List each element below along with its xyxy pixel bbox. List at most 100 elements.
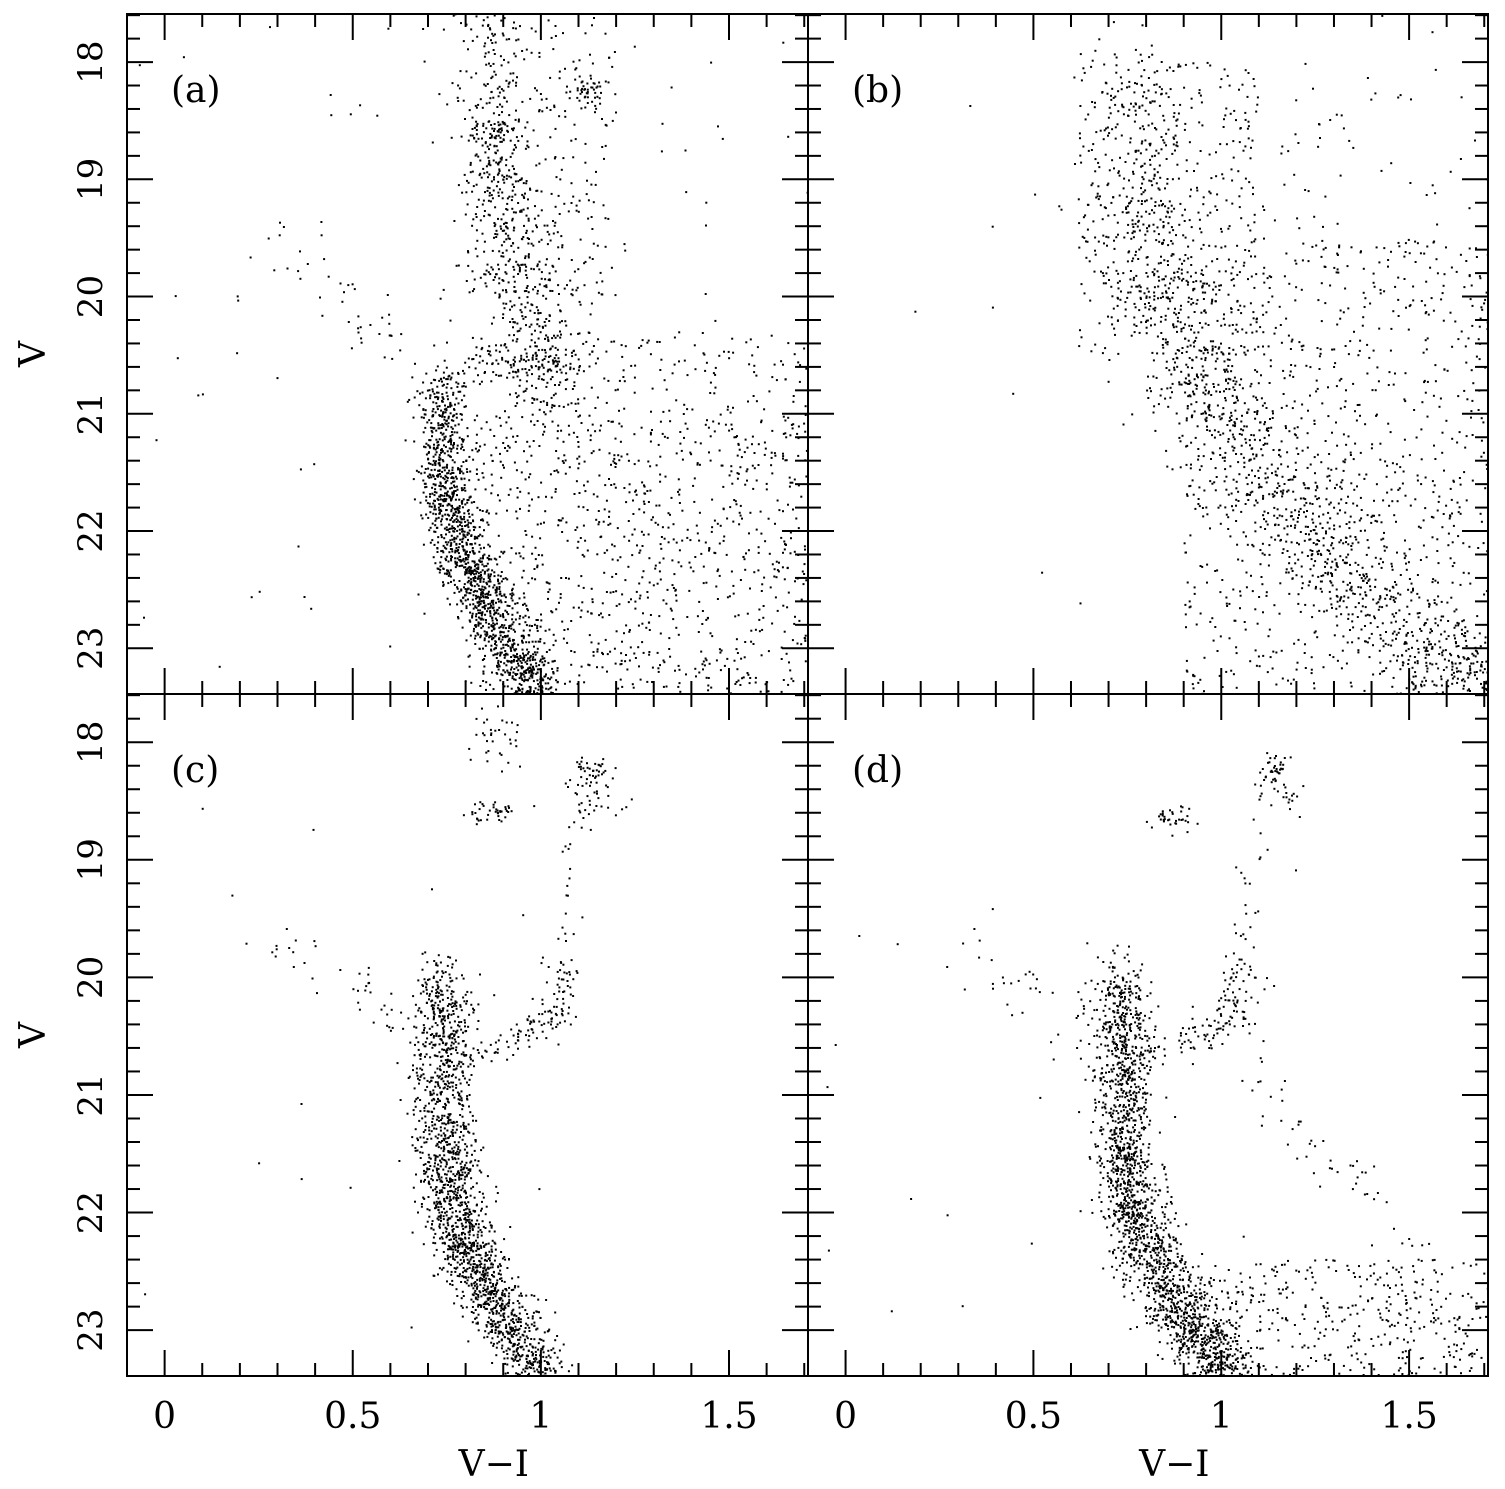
star-point [638,346,641,349]
star-point [549,410,552,413]
star-point [672,538,675,541]
star-point [1484,641,1487,644]
star-point [767,650,770,653]
star-point [450,376,453,379]
star-point [594,96,596,99]
star-point [607,523,610,526]
star-point [435,451,438,454]
star-point [1310,558,1313,561]
star-point [1339,539,1342,542]
star-point [787,591,790,594]
star-point [467,139,470,142]
star-point [1335,562,1338,565]
star-point [472,594,475,597]
star-point [560,168,563,171]
star-point [501,32,504,35]
star-point [466,471,469,473]
star-point [607,420,610,422]
star-point [634,490,637,493]
star-point [445,555,448,558]
star-point [596,495,599,498]
star-point [609,650,612,653]
star-point [631,554,634,557]
star-point [462,557,465,560]
star-point [457,100,460,102]
star-point [1456,677,1459,680]
star-point [1224,456,1226,459]
star-point [1142,178,1145,181]
star-point [669,420,672,423]
star-point [519,657,522,659]
star-point [1143,91,1146,94]
star-point [1411,666,1414,669]
star-point [1401,654,1403,657]
star-point [663,537,666,540]
star-point [1122,272,1125,275]
star-point [477,155,480,158]
star-point [448,523,451,526]
star-point [444,499,447,502]
star-point [1299,497,1302,500]
star-point [486,145,489,148]
star-point [1107,134,1109,137]
star-point [1117,233,1119,236]
star-point [1250,382,1253,385]
star-point [1073,76,1076,79]
star-point [773,568,776,571]
star-point [1162,139,1165,142]
star-point [483,529,485,532]
star-point [498,293,501,296]
star-point [625,624,628,627]
star-point [728,357,731,360]
star-point [1303,539,1306,542]
star-point [503,181,506,184]
star-point [459,524,461,527]
star-point [442,567,445,570]
star-point [1425,648,1428,651]
star-point [493,225,496,228]
star-point [616,388,619,391]
star-point [499,653,502,656]
star-point [508,258,511,261]
star-point [727,405,729,408]
star-point [1151,53,1154,56]
star-point [572,349,575,352]
star-point [478,526,481,529]
star-point [1164,187,1166,190]
star-point [488,636,490,639]
star-point [542,423,545,426]
star-point [506,604,509,607]
star-point [804,639,807,642]
star-point [439,482,442,485]
star-point [1254,530,1257,533]
star-point [549,368,551,371]
star-point [648,651,651,653]
star-point [343,291,345,294]
star-point [434,524,437,527]
star-point [1169,282,1171,285]
star-point [499,460,502,463]
star-point [575,289,578,292]
star-point [433,344,436,347]
star-point [492,62,495,65]
star-point [628,659,631,662]
star-point [586,82,589,85]
star-point [491,601,494,604]
y-axis-label: V [13,340,54,368]
star-point [1152,375,1155,378]
star-point [1126,260,1129,263]
star-point [490,91,493,94]
star-point [516,435,519,437]
star-point [613,462,616,464]
star-point [438,511,441,514]
star-point [770,456,773,459]
star-point [463,586,465,589]
star-point [1190,264,1193,266]
star-point [668,409,671,412]
star-point [460,465,463,468]
star-point [420,465,423,468]
star-point [455,542,458,545]
star-point [463,484,466,487]
star-point [460,399,463,402]
star-point [1404,554,1407,557]
